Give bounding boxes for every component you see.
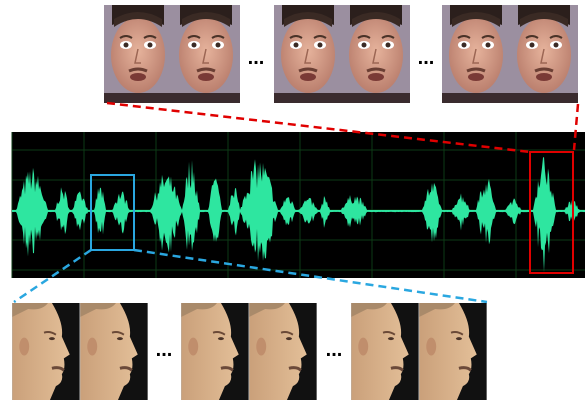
face-frame <box>510 5 578 103</box>
face-frame <box>342 5 410 103</box>
face-frame <box>442 5 510 103</box>
face-frame <box>12 303 79 400</box>
top-frames: ... ... <box>104 5 578 103</box>
face-frame <box>419 303 486 400</box>
ellipsis: ... <box>418 47 435 69</box>
face-frame <box>181 303 248 400</box>
face-frame <box>274 5 342 103</box>
figure: ... ... ... ... <box>0 0 585 402</box>
face-frame <box>104 5 172 103</box>
ellipsis: ... <box>156 339 173 361</box>
face-frame <box>172 5 240 103</box>
ellipsis: ... <box>326 339 343 361</box>
ellipsis: ... <box>248 47 265 69</box>
bottom-frames: ... ... <box>12 303 486 400</box>
face-frame <box>351 303 418 400</box>
face-frame <box>249 303 316 400</box>
face-frame <box>80 303 147 400</box>
